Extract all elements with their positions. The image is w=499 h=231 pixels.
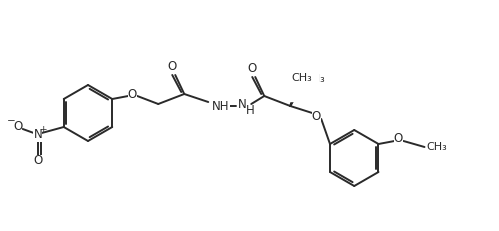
Text: O: O [128,88,137,100]
Text: O: O [33,155,42,167]
Text: −: − [6,116,15,126]
Polygon shape [288,66,318,101]
Text: N: N [33,128,42,142]
Text: H: H [246,104,255,118]
Text: N: N [238,97,247,110]
Text: O: O [13,121,22,134]
Text: CH₃: CH₃ [427,142,447,152]
Text: O: O [248,63,257,76]
Text: +: + [39,125,46,134]
Text: CH₃: CH₃ [288,70,308,80]
Text: CH₃: CH₃ [304,74,325,84]
Text: NH: NH [212,100,230,112]
Text: O: O [168,61,177,73]
Text: O: O [394,133,403,146]
Text: CH₃: CH₃ [292,73,313,83]
Text: O: O [311,109,321,122]
